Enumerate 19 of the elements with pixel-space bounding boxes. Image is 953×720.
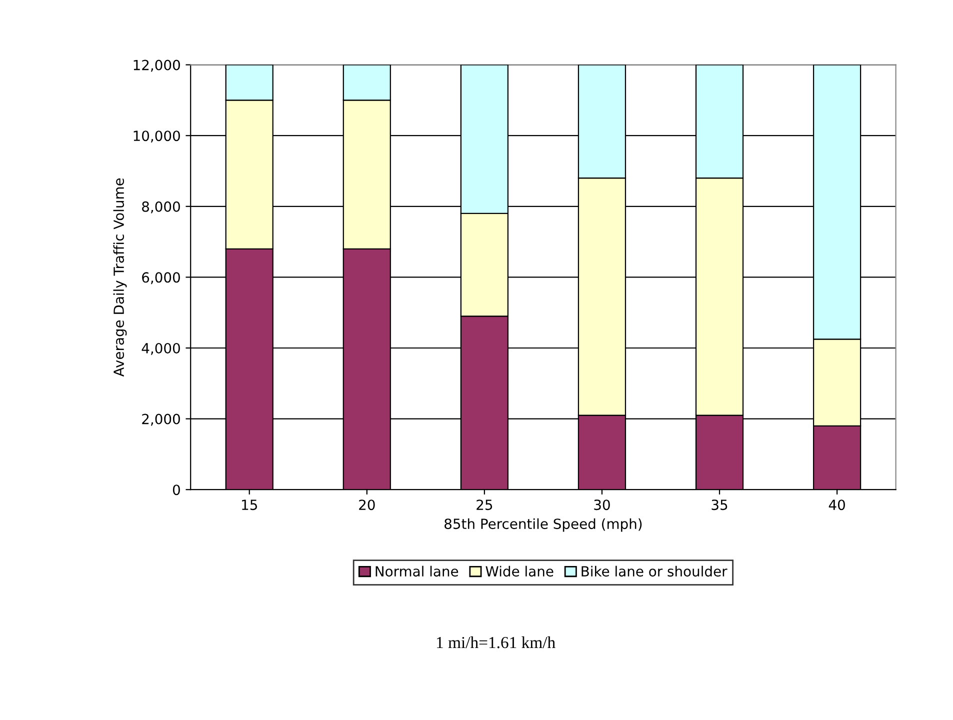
x-tick-label: 30 — [594, 500, 610, 510]
y-tick-label: 12,000 — [134, 60, 180, 72]
x-tick-label: 15 — [242, 500, 257, 510]
y-tick-label: 0 — [172, 484, 180, 496]
legend-label: Wide lane — [486, 566, 554, 577]
legend-label: Bike lane or shoulder — [582, 566, 728, 577]
y-tick-label: 10,000 — [134, 130, 180, 142]
text: 1 mi/h=1.61 km/h — [437, 636, 556, 648]
y-axis-title: Average Daily Traffic Volume — [113, 178, 127, 377]
x-tick-label: 20 — [359, 500, 375, 510]
x-tick-label: 35 — [712, 500, 728, 510]
y-tick-label: 4,000 — [142, 342, 180, 355]
y-tick-label: 6,000 — [142, 272, 180, 284]
y-tick-label: 8,000 — [142, 201, 180, 214]
y-tick-label: 2,000 — [142, 414, 180, 426]
x-tick-label: 25 — [476, 500, 492, 510]
x-axis-title: 85th Percentile Speed (mph) — [444, 518, 642, 532]
legend-label: Normal lane — [376, 566, 458, 577]
x-tick-label: 40 — [828, 500, 845, 510]
